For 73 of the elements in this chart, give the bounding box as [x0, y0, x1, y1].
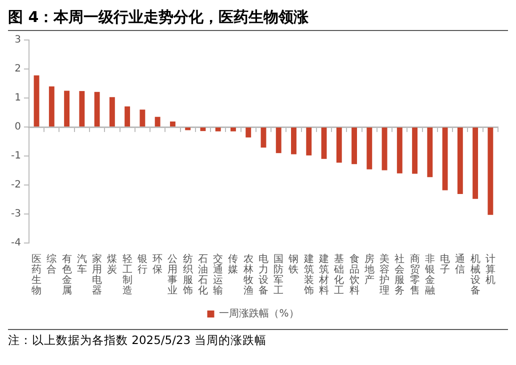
- y-tick-label: -4: [10, 238, 21, 249]
- bar: [488, 128, 494, 215]
- x-tick-label: 非银金融: [424, 252, 435, 296]
- x-tick-label: 电子: [440, 252, 450, 276]
- bar: [48, 86, 54, 126]
- bar: [321, 128, 327, 159]
- bar: [64, 90, 70, 126]
- x-tick-label: 机械设备: [470, 252, 480, 296]
- bar: [276, 128, 282, 154]
- x-tick-label: 有色金属: [62, 252, 72, 296]
- bar: [230, 128, 236, 132]
- bar: [140, 110, 146, 126]
- bar: [412, 128, 418, 174]
- x-tick-label: 传媒: [228, 254, 238, 276]
- y-tick-label: -1: [10, 150, 21, 162]
- bar: [200, 128, 206, 132]
- y-tick-label: -3: [10, 208, 21, 220]
- x-tick-label: 商贸零售: [410, 252, 420, 296]
- bar: [336, 128, 342, 163]
- bar: [79, 91, 85, 126]
- x-tick-label: 石油石化: [198, 254, 208, 296]
- x-tick-label: 煤炭: [107, 252, 118, 276]
- x-tick-label: 建筑材料: [318, 252, 330, 296]
- x-tick-label: 交通运输: [213, 252, 224, 296]
- bar: [260, 128, 266, 148]
- y-tick-label: -2: [10, 180, 21, 191]
- x-tick-label: 综合: [46, 252, 57, 276]
- bar: [34, 75, 40, 126]
- x-tick-label: 银行: [136, 254, 148, 276]
- bar: [109, 97, 115, 126]
- x-tick-label: 电力设备: [258, 252, 268, 296]
- y-tick-label: 2: [14, 64, 21, 75]
- bar: [154, 116, 160, 126]
- x-tick-label: 环保: [152, 254, 163, 276]
- bar: [170, 121, 176, 126]
- x-tick-label: 纺织服饰: [182, 252, 193, 296]
- bar: [382, 128, 388, 170]
- x-tick-label: 建筑装饰: [302, 252, 314, 296]
- bar: [442, 128, 448, 190]
- bar: [124, 106, 130, 126]
- bar: [396, 128, 402, 174]
- x-tick-label: 家用电器: [92, 252, 102, 296]
- x-tick-label: 医药生物: [32, 254, 42, 296]
- y-tick-label: 0: [14, 122, 21, 133]
- bar: [185, 128, 191, 130]
- text: 注：以上数据为各指数 2025/5/23 当周的涨跌幅: [8, 333, 266, 347]
- bar: [246, 128, 252, 138]
- bar: [472, 128, 478, 199]
- x-tick-label: 农林牧渔: [242, 254, 254, 296]
- x-tick-label: 钢铁: [288, 254, 299, 276]
- legend-label: 一周涨跌幅（%）: [219, 308, 299, 320]
- x-tick-label: 基础化工: [333, 252, 344, 296]
- chart-title: 图 4：本周一级行业走势分化，医药生物领涨: [8, 8, 508, 31]
- y-tick-label: 1: [14, 92, 21, 104]
- bar: [457, 128, 463, 194]
- x-tick-label: 房地产: [363, 252, 374, 286]
- bar: [94, 92, 100, 126]
- x-tick-label: 通信: [455, 252, 466, 276]
- bar: [427, 128, 433, 178]
- x-tick-label: 计算机: [485, 252, 496, 286]
- bar: [215, 128, 221, 132]
- x-tick-label: 轻工制造: [122, 252, 132, 296]
- x-tick-label: 公用事业: [168, 252, 178, 296]
- bar: [352, 128, 357, 164]
- bar: [306, 128, 312, 156]
- x-tick-label: 汽车: [76, 252, 87, 276]
- bar: [291, 128, 296, 154]
- y-tick-label: 3: [14, 34, 21, 46]
- x-tick-label: 国防军工: [274, 254, 284, 296]
- x-tick-label: 美容护理: [378, 252, 390, 296]
- bar: [366, 128, 372, 170]
- x-tick-label: 食品饮料: [348, 252, 360, 296]
- x-tick-label: 社会服务: [394, 252, 405, 296]
